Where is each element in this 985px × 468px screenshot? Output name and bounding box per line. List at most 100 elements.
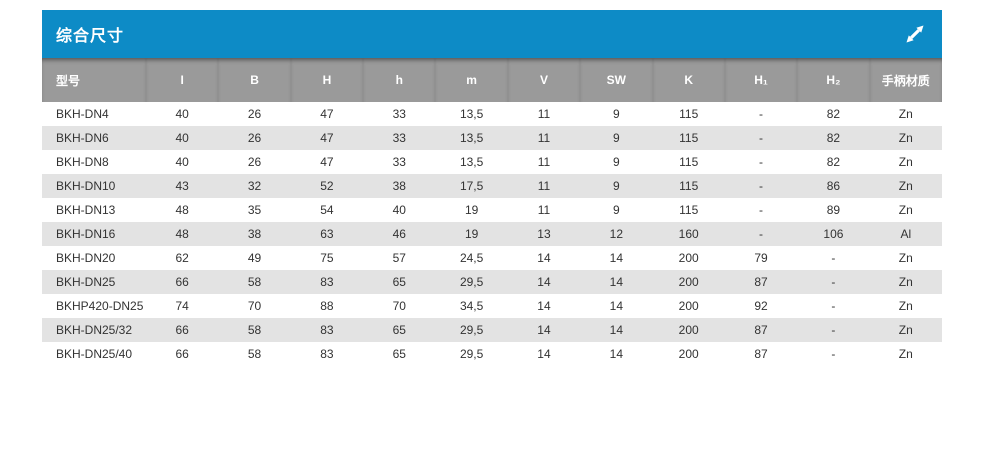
value-cell: 40	[146, 126, 219, 150]
column-header: H	[290, 58, 364, 102]
column-header: K	[652, 58, 725, 102]
value-cell: 9	[580, 126, 653, 150]
table-row: BKH-DN20 62 49 75 57 24,5 14 14 200 79- Zn	[42, 246, 942, 270]
value-cell: 115	[652, 126, 725, 150]
value-cell: 14	[580, 342, 653, 366]
value-cell: Al	[869, 222, 942, 246]
value-cell: 48	[146, 222, 219, 246]
value-cell: 13	[507, 222, 581, 246]
value-cell: Zn	[869, 126, 942, 150]
value-cell: 14	[507, 294, 581, 318]
value-cell: 11	[507, 126, 581, 150]
section-title: 综合尺寸	[56, 28, 125, 45]
model-cell: BKH-DN13	[42, 198, 146, 222]
table-row: BKH-DN13 48 35 54 40 19 11 9 115-89 Zn	[42, 198, 942, 222]
column-header: B	[218, 58, 291, 102]
value-cell: -	[724, 126, 798, 150]
value-cell: -	[797, 294, 870, 318]
value-cell: -	[724, 150, 798, 174]
value-cell: 29,5	[435, 318, 508, 342]
model-cell: BKHP420-DN25	[42, 294, 146, 318]
expand-diagonal-arrow-icon	[903, 22, 927, 46]
value-cell: 86	[797, 174, 870, 198]
value-cell: 115	[652, 150, 725, 174]
value-cell: 9	[580, 198, 653, 222]
value-cell: 52	[290, 174, 364, 198]
value-cell: Zn	[869, 102, 942, 126]
value-cell: 47	[290, 126, 364, 150]
value-cell: 40	[146, 150, 219, 174]
model-cell: BKH-DN20	[42, 246, 146, 270]
value-cell: 89	[797, 198, 870, 222]
column-header: I	[146, 58, 219, 102]
model-cell: BKH-DN8	[42, 150, 146, 174]
value-cell: 115	[652, 174, 725, 198]
value-cell: 46	[363, 222, 436, 246]
value-cell: 200	[652, 270, 725, 294]
table-row: BKH-DN25 66 58 83 65 29,5 14 14 200 87- Zn	[42, 270, 942, 294]
table-row: BKH-DN10 43 32 52 38 17,5 11 9 115-86 Zn	[42, 174, 942, 198]
value-cell: 66	[146, 342, 219, 366]
value-cell: Zn	[869, 150, 942, 174]
column-header: V	[507, 58, 581, 102]
value-cell: 11	[507, 198, 581, 222]
value-cell: Zn	[869, 342, 942, 366]
value-cell: 26	[218, 126, 291, 150]
value-cell: 17,5	[435, 174, 508, 198]
value-cell: -	[797, 246, 870, 270]
value-cell: 87	[724, 270, 798, 294]
value-cell: Zn	[869, 270, 942, 294]
column-header: 手柄材质	[869, 58, 942, 102]
value-cell: 70	[363, 294, 436, 318]
expand-button[interactable]	[902, 21, 928, 47]
value-cell: 26	[218, 150, 291, 174]
value-cell: -	[724, 198, 798, 222]
value-cell: 74	[146, 294, 219, 318]
model-cell: BKH-DN4	[42, 102, 146, 126]
value-cell: 33	[363, 126, 436, 150]
column-header-model: 型号	[42, 58, 146, 102]
value-cell: 62	[146, 246, 219, 270]
value-cell: 54	[290, 198, 364, 222]
value-cell: 65	[363, 270, 436, 294]
value-cell: 83	[290, 270, 364, 294]
value-cell: 13,5	[435, 126, 508, 150]
value-cell: 14	[580, 270, 653, 294]
value-cell: -	[797, 270, 870, 294]
value-cell: 49	[218, 246, 291, 270]
value-cell: 65	[363, 318, 436, 342]
model-cell: BKH-DN25/40	[42, 342, 146, 366]
column-header: H₂	[797, 58, 870, 102]
value-cell: 13,5	[435, 150, 508, 174]
table-row: BKH-DN25/32 66 58 83 65 29,5 14 14 200 87- Zn	[42, 318, 942, 342]
value-cell: 200	[652, 342, 725, 366]
value-cell: 32	[218, 174, 291, 198]
value-cell: 11	[507, 102, 581, 126]
value-cell: Zn	[869, 318, 942, 342]
value-cell: 24,5	[435, 246, 508, 270]
value-cell: 43	[146, 174, 219, 198]
value-cell: -	[724, 174, 798, 198]
table-row: BKH-DN4 40 26 47 33 13,5 11 9 115-82 Zn	[42, 102, 942, 126]
table-row: BKH-DN25/40 66 58 83 65 29,5 14 14 200 87- Zn	[42, 342, 942, 366]
value-cell: 14	[580, 318, 653, 342]
value-cell: 26	[218, 102, 291, 126]
column-header: m	[435, 58, 508, 102]
dimensions-table-body: BKH-DN4 40 26 47 33 13,5 11 9 115-82 Zn BKH-DN6 40 2…	[42, 102, 942, 366]
value-cell: 70	[218, 294, 291, 318]
value-cell: 40	[363, 198, 436, 222]
value-cell: 58	[218, 318, 291, 342]
model-cell: BKH-DN6	[42, 126, 146, 150]
value-cell: 19	[435, 198, 508, 222]
value-cell: -	[724, 102, 798, 126]
value-cell: 14	[507, 342, 581, 366]
value-cell: 87	[724, 318, 798, 342]
value-cell: 9	[580, 150, 653, 174]
value-cell: 33	[363, 150, 436, 174]
value-cell: 14	[507, 318, 581, 342]
table-row: BKH-DN8 40 26 47 33 13,5 11 9 115-82 Zn	[42, 150, 942, 174]
value-cell: 40	[146, 102, 219, 126]
